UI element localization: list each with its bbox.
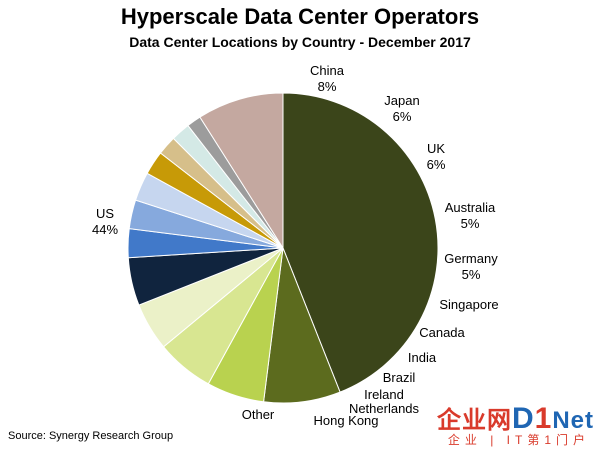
slice-label-singapore: Singapore <box>439 297 498 312</box>
slice-label-ireland: Ireland <box>364 387 404 402</box>
pie-slice-other <box>199 92 284 250</box>
slice-label-japan: Japan 6% <box>384 93 419 124</box>
watermark-text-net: Net <box>552 407 594 434</box>
slice-label-hong-kong: Hong Kong <box>313 413 378 428</box>
slice-label-netherlands: Netherlands <box>349 401 420 416</box>
slice-label-uk: UK 6% <box>427 141 446 172</box>
watermark-text-1: 1 <box>534 402 553 435</box>
pie-labels: US 44% China 8% Japan 6% UK 6% Australia 5% German… <box>92 63 499 428</box>
watermark-logo: 企业网D1Net 企业 | IT第1门户 <box>422 400 594 450</box>
slice-label-canada: Canada <box>419 325 465 340</box>
watermark-sub: 企业 | IT第1门户 <box>447 433 590 447</box>
chart-subtitle: Data Center Locations by Country - Decem… <box>129 34 471 50</box>
source-note: Source: Synergy Research Group <box>8 430 174 442</box>
watermark-text-d: D <box>511 402 535 435</box>
pie-slice-us <box>282 92 439 393</box>
slice-label-china: China 8% <box>310 63 345 94</box>
pie-slices <box>127 92 439 404</box>
slice-label-us: US 44% <box>92 206 118 237</box>
slice-label-india: India <box>408 350 437 365</box>
slice-label-australia: Australia 5% <box>445 200 496 231</box>
chart-title: Hyperscale Data Center Operators <box>120 4 480 29</box>
watermark-main: 企业网D1Net <box>437 400 594 436</box>
slice-label-brazil: Brazil <box>383 370 416 385</box>
watermark-text-a: 企业网 <box>436 407 512 434</box>
slice-label-other: Other <box>242 407 275 422</box>
slice-label-germany: Germany 5% <box>444 251 498 282</box>
